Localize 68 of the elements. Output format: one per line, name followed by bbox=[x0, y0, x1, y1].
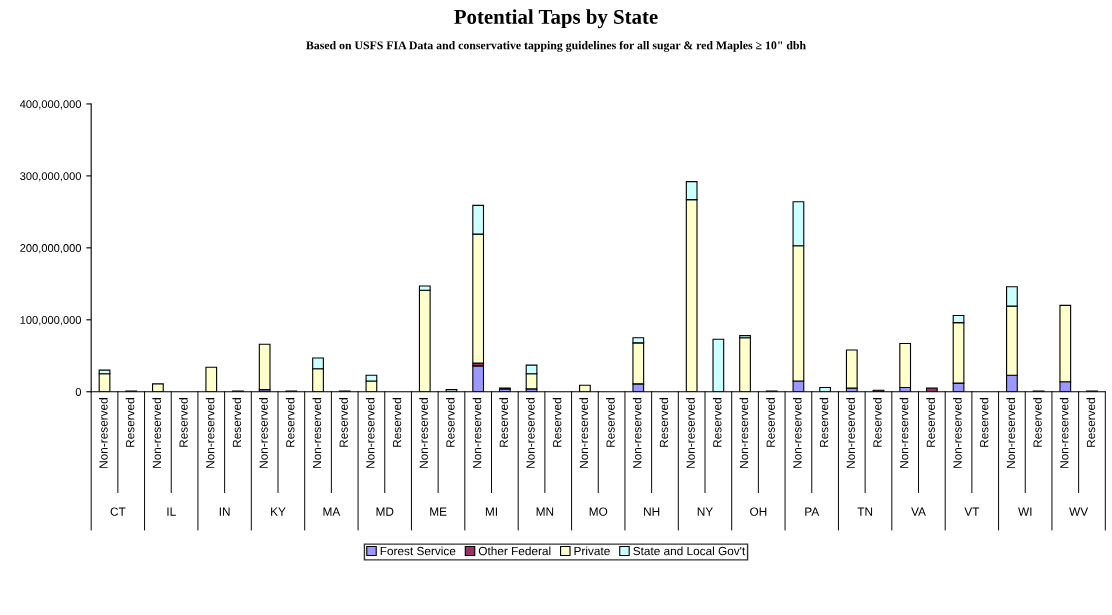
text: PA bbox=[805, 507, 820, 516]
text: NY bbox=[697, 507, 713, 516]
x-tick-label: Non-reserved bbox=[312, 398, 322, 468]
x-tick-label: Reserved bbox=[659, 398, 669, 447]
chart-subtitle: Based on USFS FIA Data and conservative tapping guidelines for all sugar & red Maples ≥ 10" dbh bbox=[306, 40, 806, 52]
x-tick-label: Reserved bbox=[606, 398, 615, 447]
y-tick-label: 200,000,000 bbox=[20, 244, 82, 254]
text: OH bbox=[750, 507, 767, 516]
x-tick-label: Reserved bbox=[552, 398, 562, 447]
x-tick-label: Reserved bbox=[766, 398, 775, 447]
x-tick-label: Non-reserved bbox=[739, 398, 749, 468]
x-tick-label: Reserved bbox=[232, 398, 242, 447]
text: MN bbox=[536, 507, 554, 516]
text: TN bbox=[857, 507, 873, 516]
y-tick-label: 0 bbox=[75, 388, 82, 396]
text: MD bbox=[376, 507, 394, 516]
x-tick-label: Non-reserved bbox=[526, 398, 535, 468]
text: WV bbox=[1069, 507, 1089, 516]
legend-label: State and Local Gov't bbox=[633, 546, 746, 556]
x-tick-label: Non-reserved bbox=[686, 398, 695, 468]
x-tick-label: Non-reserved bbox=[579, 398, 589, 468]
x-tick-label: Non-reserved bbox=[259, 398, 268, 468]
x-tick-label: Non-reserved bbox=[205, 398, 215, 468]
y-tick-label: 100,000,000 bbox=[20, 316, 82, 326]
text: MA bbox=[323, 507, 341, 516]
legend-label: Forest Service bbox=[380, 546, 456, 556]
x-tick-label: Non-reserved bbox=[1059, 398, 1069, 468]
y-tick-label: 300,000,000 bbox=[20, 172, 82, 182]
x-tick-label: Non-reserved bbox=[472, 398, 482, 468]
x-tick-label: Reserved bbox=[1086, 398, 1096, 447]
text: NH bbox=[644, 507, 660, 516]
x-tick-label: Reserved bbox=[926, 398, 936, 447]
x-tick-label: Reserved bbox=[1033, 398, 1042, 447]
x-tick-label: Reserved bbox=[445, 398, 455, 447]
x-tick-label: Reserved bbox=[339, 398, 348, 447]
x-tick-label: Non-reserved bbox=[152, 398, 162, 468]
x-tick-label: Non-reserved bbox=[365, 398, 375, 468]
x-tick-label: Non-reserved bbox=[99, 398, 108, 468]
legend-label: Other Federal bbox=[478, 546, 551, 556]
legend-label: Private bbox=[574, 546, 610, 556]
x-tick-label: Non-reserved bbox=[632, 398, 642, 468]
text: VT bbox=[964, 507, 980, 516]
x-tick-label: Reserved bbox=[179, 398, 188, 447]
text: IN bbox=[219, 507, 230, 516]
x-tick-label: Non-reserved bbox=[419, 398, 428, 468]
chart-title: Potential Taps by State bbox=[454, 9, 658, 29]
x-tick-label: Non-reserved bbox=[899, 398, 909, 468]
text: ME bbox=[430, 507, 447, 516]
text: MO bbox=[589, 507, 608, 516]
text: IL bbox=[167, 507, 176, 516]
text: MI bbox=[485, 507, 497, 516]
x-tick-label: Non-reserved bbox=[846, 398, 855, 468]
text: VA bbox=[911, 507, 926, 516]
y-tick-label: 400,000,000 bbox=[19, 100, 82, 110]
x-tick-label: Reserved bbox=[392, 398, 402, 447]
x-tick-label: Non-reserved bbox=[953, 398, 962, 468]
text: KY bbox=[271, 507, 286, 516]
x-tick-label: Reserved bbox=[499, 398, 509, 447]
x-tick-label: Reserved bbox=[125, 398, 135, 447]
x-tick-label: Reserved bbox=[872, 398, 882, 447]
x-tick-label: Reserved bbox=[819, 398, 829, 447]
x-tick-label: Reserved bbox=[979, 398, 989, 447]
x-tick-label: Non-reserved bbox=[1006, 398, 1016, 468]
x-tick-label: Non-reserved bbox=[792, 398, 802, 468]
text: CT bbox=[110, 507, 126, 516]
x-tick-label: Reserved bbox=[285, 398, 295, 447]
text: WI bbox=[1018, 507, 1032, 516]
x-tick-label: Reserved bbox=[712, 398, 722, 447]
